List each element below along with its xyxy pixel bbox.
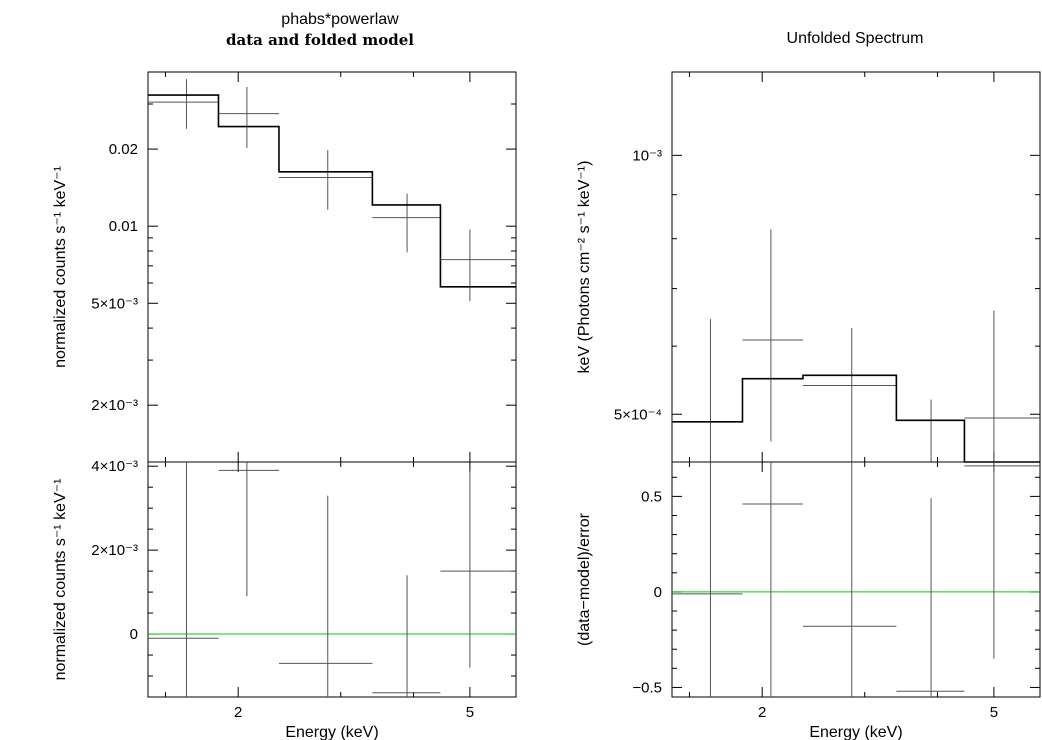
folded_residuals-ytick-label: 2×10⁻³: [91, 542, 138, 559]
folded-ytick-label: 0.01: [109, 218, 138, 235]
folded-frame: [147, 71, 517, 463]
folded_residuals-frame: [147, 461, 517, 698]
unfolded_residuals-xtick-label: 5: [990, 704, 998, 721]
left-model-title: phabs*powerlaw: [281, 11, 399, 28]
folded-ytick-label: 0.02: [109, 141, 138, 158]
right-panel-title: Unfolded Spectrum: [786, 30, 924, 47]
folded_residuals-ytick-label: 0: [130, 626, 138, 643]
unfolded-ytick-label: 5×10⁻⁴: [614, 406, 662, 423]
folded_residuals-xtick-label: 2: [234, 704, 242, 721]
unfolded_residuals-ytick-label: 0: [654, 584, 662, 601]
folded-ytick-label: 5×10⁻³: [91, 295, 138, 312]
folded_residuals-ylabel: normalized counts s⁻¹ keV⁻¹: [52, 479, 69, 681]
unfolded_residuals-xtick-label: 2: [758, 704, 766, 721]
left-panel-title: data and folded model: [226, 31, 414, 49]
folded-model-line: [148, 94, 516, 288]
unfolded-ytick-label: 10⁻³: [632, 147, 662, 164]
unfolded_residuals-ytick-label: 0.5: [641, 488, 662, 505]
folded_residuals-xlabel: Energy (keV): [285, 724, 378, 740]
unfolded_residuals-xlabel: Energy (keV): [809, 724, 902, 740]
unfolded_residuals-frame: [671, 461, 1041, 698]
unfolded-model-line: [672, 374, 1040, 463]
unfolded_residuals-ylabel: (data−model)/error: [576, 512, 593, 646]
folded-ytick-label: 2×10⁻³: [91, 397, 138, 414]
folded-ylabel: normalized counts s⁻¹ keV⁻¹: [52, 166, 69, 368]
folded_residuals-xtick-label: 5: [466, 704, 474, 721]
unfolded_residuals-ytick-label: −0.5: [632, 679, 662, 696]
folded_residuals-ytick-label: 4×10⁻³: [91, 458, 138, 475]
unfolded-frame: [671, 71, 1041, 463]
unfolded-ylabel: keV (Photons cm⁻² s⁻¹ keV⁻¹): [576, 161, 593, 374]
